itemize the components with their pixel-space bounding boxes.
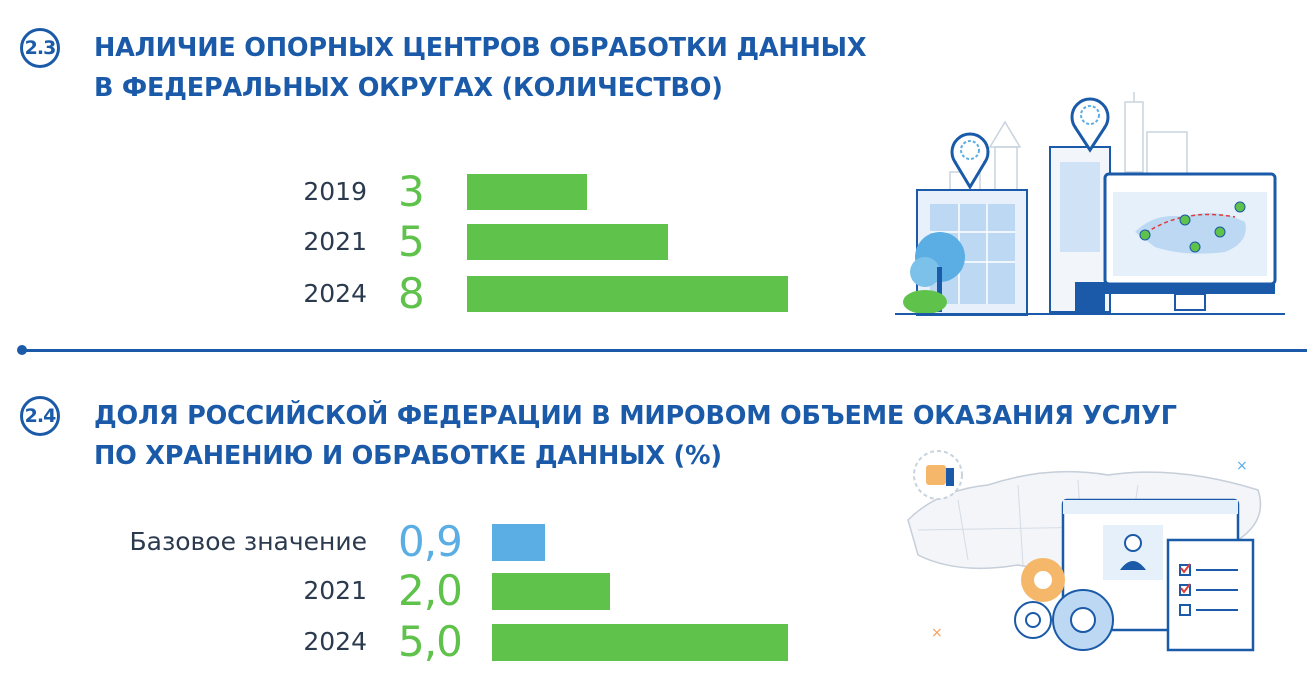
bar (467, 276, 788, 312)
chart-title-line2: В ФЕДЕРАЛЬНЫХ ОКРУГАХ (КОЛИЧЕСТВО) (94, 73, 723, 103)
bar (492, 573, 610, 610)
russia-map-services-illustration: × × (907, 450, 1262, 652)
data-value-label: 2,0 (398, 566, 463, 615)
svg-text:×: × (931, 625, 943, 641)
bar (467, 224, 668, 260)
svg-text:×: × (1236, 458, 1248, 474)
category-label: 2024 (303, 279, 367, 308)
bar (492, 524, 545, 561)
category-label: Базовое значение (129, 527, 368, 556)
data-value-label: 3 (398, 167, 425, 216)
data-value-label: 5,0 (398, 617, 463, 666)
city-data-center-illustration (895, 92, 1285, 316)
data-value-label: 8 (398, 269, 425, 318)
bar (467, 174, 587, 210)
section-divider (20, 349, 1307, 352)
category-label: 2024 (303, 627, 367, 656)
chart-title-line2: ПО ХРАНЕНИЮ И ОБРАБОТКЕ ДАННЫХ (%) (94, 441, 722, 471)
bar (492, 624, 788, 661)
section-number-badge: 2.3 (20, 28, 60, 68)
category-label: 2021 (303, 227, 367, 256)
data-value-label: 0,9 (398, 517, 463, 566)
chart-title-line1: НАЛИЧИЕ ОПОРНЫХ ЦЕНТРОВ ОБРАБОТКИ ДАННЫХ (94, 33, 867, 63)
divider-dot (17, 345, 27, 355)
data-value-label: 5 (398, 217, 425, 266)
section-number-badge: 2.4 (20, 396, 60, 436)
category-label: 2021 (303, 576, 367, 605)
chart-title-line1: ДОЛЯ РОССИЙСКОЙ ФЕДЕРАЦИИ В МИРОВОМ ОБЪЕ… (94, 401, 1177, 431)
category-label: 2019 (303, 177, 367, 206)
